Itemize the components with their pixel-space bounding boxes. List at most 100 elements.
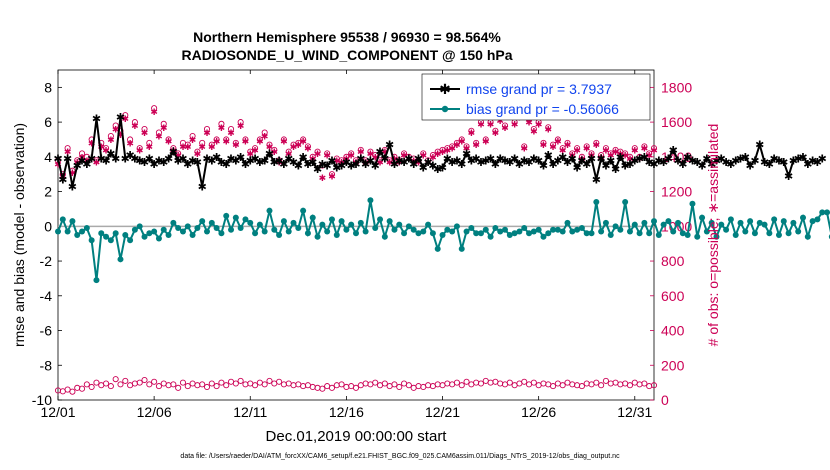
obs_bottom_possible-point (203, 383, 211, 391)
rmse-point: ✱ (553, 155, 562, 167)
bias-point (396, 221, 403, 228)
obs_bottom_possible-point (521, 378, 528, 385)
bias-point (631, 221, 638, 228)
obs_assimilated-point: ✱ (520, 144, 528, 154)
rmse-point: ✱ (577, 155, 586, 167)
obs_possible-point (203, 126, 211, 133)
chart-title-line1: Northern Hemisphere 95538 / 96930 = 98.5… (193, 29, 501, 45)
obs_possible-point (300, 136, 307, 143)
obs_possible-point (357, 146, 364, 153)
obs_possible-point (550, 141, 557, 148)
obs_assimilated-point: ✱ (338, 158, 346, 168)
rmse-point: ✱ (496, 154, 505, 166)
bias-point (747, 218, 754, 225)
bias-point (155, 235, 162, 242)
obs_possible-point (165, 136, 172, 143)
obs_possible-point (386, 157, 393, 164)
obs_bottom_possible-point (405, 382, 412, 389)
rmse-point: ✱ (390, 159, 399, 171)
obs_bottom_possible-point (328, 384, 336, 391)
bias-point (79, 228, 86, 235)
bias-point (434, 245, 441, 252)
bias-point (300, 207, 307, 214)
rmse-point: ✱ (361, 159, 370, 171)
rmse-point: ✱ (755, 140, 764, 152)
obs_assimilated-point: ✱ (299, 137, 307, 147)
rmse-point: ✱ (779, 157, 788, 169)
obs_assimilated-point: ✱ (487, 119, 495, 129)
obs_possible-point (218, 120, 225, 127)
rmse-point: ✱ (784, 171, 793, 183)
obs_assimilated-point: ✱ (295, 140, 303, 150)
obs_possible-point (285, 148, 292, 155)
bias-point (708, 219, 715, 226)
rmse-point: ✱ (351, 159, 360, 171)
bias-point (112, 230, 119, 237)
rmse-point: ✱ (491, 159, 500, 171)
obs_assimilated-point: ✱ (319, 173, 327, 183)
rmse-point: ✱ (327, 155, 336, 167)
obs_possible-point (131, 119, 138, 126)
rmse-point: ✱ (58, 174, 67, 186)
obs_possible-point (324, 150, 331, 157)
rmse-point: ✱ (630, 155, 639, 167)
obs_assimilated-point: ✱ (246, 149, 254, 159)
obs_bottom_possible-point (184, 383, 191, 390)
rmse-point: ✱ (270, 157, 279, 169)
bias-point (122, 232, 129, 238)
bias-point (367, 197, 374, 204)
bias-point (751, 230, 758, 237)
rmse-point: ✱ (673, 155, 682, 167)
rmse-point: ✱ (250, 154, 259, 166)
obs_assimilated-point: ✱ (482, 137, 490, 147)
rmse-point: ✱ (423, 157, 432, 169)
obs_assimilated-point: ✱ (444, 145, 452, 155)
bias-point (381, 233, 388, 240)
obs_assimilated-point: ✱ (391, 154, 399, 164)
y-right-tick-label: 0 (661, 392, 669, 408)
bias-point (699, 214, 706, 221)
obs_assimilated-point: ✱ (617, 149, 625, 159)
rmse-point: ✱ (121, 154, 130, 166)
rmse-point: ✱ (611, 164, 620, 176)
bias-point (204, 228, 210, 235)
bias-point (184, 223, 191, 230)
x-tick-label: 12/01 (40, 404, 75, 420)
obs_possible-point (343, 153, 350, 160)
obs_assimilated-point: ✱ (458, 137, 466, 147)
rmse-point: ✱ (188, 155, 197, 167)
rmse-point: ✱ (294, 161, 303, 173)
obs_bottom_possible-point (598, 382, 605, 389)
obs_possible-point (420, 150, 427, 157)
rmse-point: ✱ (693, 157, 702, 169)
obs_assimilated-point: ✱ (73, 158, 81, 168)
obs_possible-point (338, 157, 345, 164)
rmse-point: ✱ (736, 154, 745, 166)
obs_assimilated-point: ✱ (439, 147, 447, 157)
obs_bottom_possible-point (261, 381, 268, 388)
rmse-point: ✱ (399, 157, 408, 169)
obs_assimilated-point: ✱ (357, 147, 365, 157)
rmse-point: ✱ (371, 161, 380, 173)
obs_assimilated-point: ✱ (343, 154, 351, 164)
bias-point (684, 232, 691, 238)
rmse-point: ✱ (236, 152, 245, 164)
rmse-point: ✱ (419, 162, 428, 174)
rmse-point: ✱ (318, 159, 327, 171)
rmse-point: ✱ (683, 152, 692, 164)
obs_assimilated-point: ✱ (564, 140, 572, 150)
rmse-point: ✱ (669, 145, 678, 157)
rmse-point: ✱ (520, 155, 529, 167)
obs_assimilated-point: ✱ (588, 151, 596, 161)
bias-point (703, 228, 710, 235)
obs_assimilated-point: ✱ (453, 140, 461, 150)
bias-point (328, 216, 335, 223)
bias-point (679, 230, 686, 237)
obs_assimilated-point: ✱ (174, 151, 182, 161)
bias-point (468, 225, 475, 232)
obs_bottom_possible-point (199, 381, 206, 388)
bias-point (689, 200, 696, 207)
obs_assimilated-point: ✱ (218, 123, 226, 133)
bias-point (819, 209, 826, 216)
obs_bottom_possible-point (602, 377, 609, 384)
